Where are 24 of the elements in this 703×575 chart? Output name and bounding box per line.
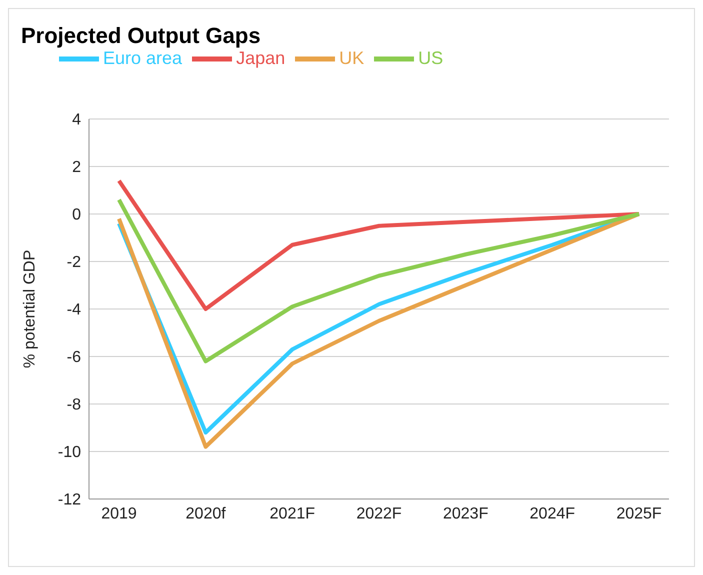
x-tick-label: 2021F <box>270 505 316 522</box>
x-tick-label: 2025F <box>616 505 662 522</box>
y-axis-title: % potential GDP <box>22 250 39 368</box>
x-tick-label: 2023F <box>442 505 489 522</box>
y-tick-label: -4 <box>66 302 82 319</box>
line-series <box>117 178 641 311</box>
legend-label: Euro area <box>103 48 182 68</box>
line-series <box>117 198 641 364</box>
y-tick-label: -6 <box>66 349 82 366</box>
y-tick-label: -12 <box>58 492 82 509</box>
x-tick-label: 2019 <box>101 505 137 522</box>
legend-label: Japan <box>236 48 286 68</box>
y-tick-label: -8 <box>66 396 82 414</box>
y-tick-label: -10 <box>58 444 82 462</box>
legend-label: UK <box>339 48 364 68</box>
y-tick-label: 4 <box>72 112 82 129</box>
x-tick-label: 2020f <box>186 505 226 522</box>
chart-title: Projected Output Gaps <box>21 23 261 49</box>
y-tick-label: 2 <box>72 159 82 176</box>
x-tick-label: 2024F <box>530 505 576 522</box>
x-tick-label: 2022F <box>356 505 402 522</box>
y-tick-label: 0 <box>72 206 82 224</box>
y-tick-label: -2 <box>66 254 82 272</box>
legend-label: US <box>418 48 444 68</box>
